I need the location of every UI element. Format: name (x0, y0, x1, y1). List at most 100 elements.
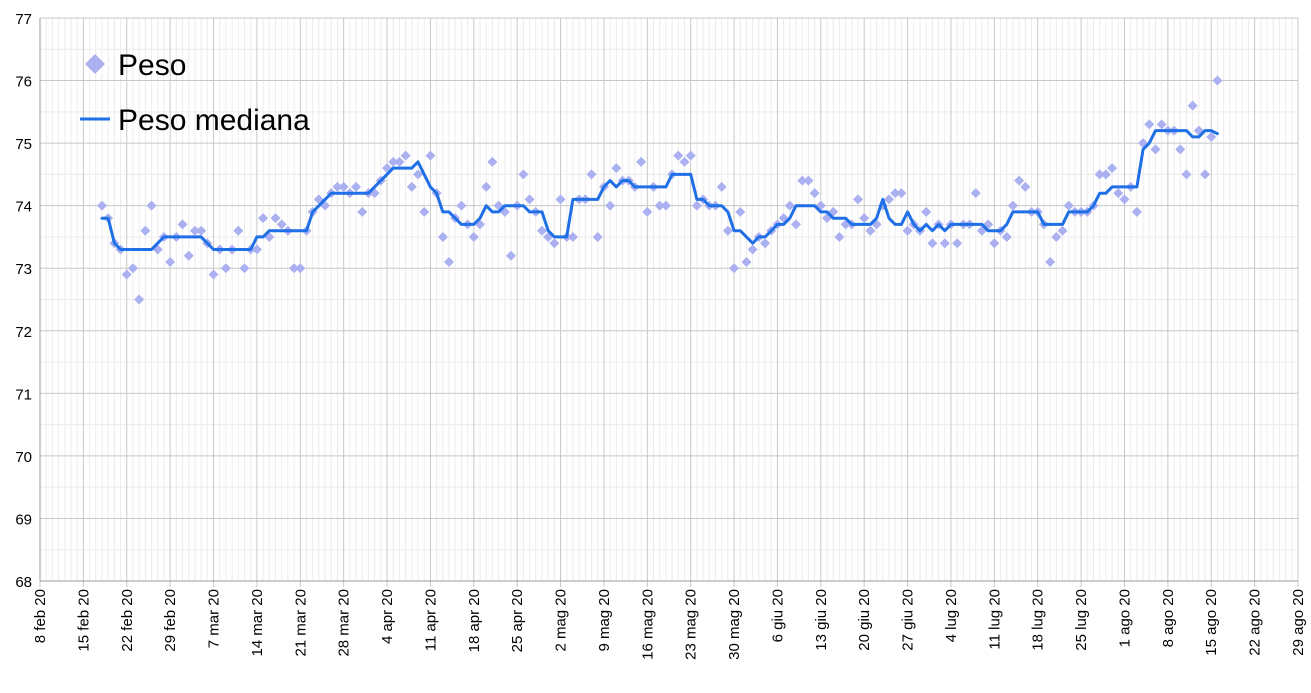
peso-marker (803, 175, 814, 186)
x-tick-label: 22 feb 20 (119, 589, 136, 652)
x-tick-label: 13 giu 20 (813, 589, 830, 651)
peso-marker (716, 181, 727, 192)
peso-marker (233, 225, 244, 236)
x-tick-label: 25 apr 20 (509, 589, 526, 652)
peso-marker (1156, 119, 1167, 130)
peso-marker (1131, 206, 1142, 217)
legend-peso-mediana-label: Peso mediana (118, 104, 310, 137)
peso-marker (567, 231, 578, 242)
y-tick-labels: 68 69 70 71 72 73 74 75 76 77 (15, 11, 32, 591)
peso-marker (505, 250, 516, 261)
x-tick-label: 22 ago 20 (1247, 589, 1264, 656)
peso-marker (270, 213, 281, 224)
peso-marker (797, 175, 808, 186)
y-tick-label: 74 (15, 199, 32, 216)
peso-marker (276, 219, 287, 230)
peso-marker (853, 194, 864, 205)
peso-marker (518, 169, 529, 180)
peso-marker (896, 188, 907, 199)
peso-marker (865, 225, 876, 236)
y-tick-label: 72 (15, 324, 32, 341)
peso-marker (1200, 169, 1211, 180)
peso-mediana-line-group (100, 129, 1219, 251)
x-tick-label: 18 lug 20 (1030, 589, 1047, 651)
x-tick-label: 30 mag 20 (726, 589, 743, 660)
x-tick-label: 8 ago 20 (1160, 589, 1177, 647)
peso-marker (1051, 231, 1062, 242)
peso-marker (760, 238, 771, 249)
peso-marker (685, 150, 696, 161)
x-tick-label: 14 mar 20 (249, 589, 266, 657)
peso-marker (357, 206, 368, 217)
x-tick-label: 29 ago 20 (1290, 589, 1307, 656)
axes (39, 18, 1298, 582)
peso-marker (1094, 169, 1105, 180)
peso-marker (127, 263, 138, 274)
peso-marker (1014, 175, 1025, 186)
peso-marker (338, 181, 349, 192)
y-tick-label: 75 (15, 136, 32, 153)
peso-marker (1100, 169, 1111, 180)
peso-marker (809, 188, 820, 199)
peso-marker (1181, 169, 1192, 180)
peso-marker (332, 181, 343, 192)
peso-marker (1045, 256, 1056, 267)
peso-marker (1175, 144, 1186, 155)
peso-marker (784, 200, 795, 211)
legend-peso-marker (85, 54, 105, 74)
peso-marker (741, 256, 752, 267)
peso-marker (400, 150, 411, 161)
peso-mediana-line (100, 129, 1219, 251)
peso-marker (927, 238, 938, 249)
y-tick-label: 69 (15, 511, 32, 528)
peso-marker (239, 263, 250, 274)
peso-marker (722, 225, 733, 236)
y-tick-label: 77 (15, 11, 32, 28)
peso-marker (679, 156, 690, 167)
peso-marker (468, 231, 479, 242)
peso-marker (952, 238, 963, 249)
peso-marker (351, 181, 362, 192)
peso-marker (220, 263, 231, 274)
peso-marker (549, 238, 560, 249)
peso-marker (140, 225, 151, 236)
peso-marker (989, 238, 1000, 249)
x-tick-label: 21 mar 20 (292, 589, 309, 657)
peso-marker (444, 256, 455, 267)
x-tick-label: 15 feb 20 (75, 589, 92, 652)
peso-marker (1020, 181, 1031, 192)
y-tick-label: 68 (15, 574, 32, 591)
major-gridlines (39, 17, 1299, 587)
legend: Peso Peso mediana (80, 49, 310, 137)
x-tick-label: 9 mag 20 (596, 589, 613, 652)
peso-marker (165, 256, 176, 267)
peso-marker (586, 169, 597, 180)
peso-marker (183, 250, 194, 261)
x-tick-label: 18 apr 20 (466, 589, 483, 652)
peso-marker (289, 263, 300, 274)
peso-marker (487, 156, 498, 167)
x-tick-label: 29 feb 20 (162, 589, 179, 652)
peso-marker (660, 200, 671, 211)
peso-marker (1113, 188, 1124, 199)
peso-marker (208, 269, 219, 280)
peso-marker (189, 225, 200, 236)
peso-marker (251, 244, 262, 255)
peso-marker (425, 150, 436, 161)
x-tick-label: 16 mag 20 (639, 589, 656, 660)
peso-marker (555, 194, 566, 205)
x-tick-label: 11 lug 20 (986, 589, 1003, 650)
peso-marker (939, 238, 950, 249)
x-tick-label: 4 apr 20 (379, 589, 396, 644)
peso-marker (1150, 144, 1161, 155)
x-tick-label: 7 mar 20 (206, 589, 223, 648)
peso-marker (481, 181, 492, 192)
peso-marker (1144, 119, 1155, 130)
peso-marker (729, 263, 740, 274)
peso-marker (859, 213, 870, 224)
peso-marker (691, 200, 702, 211)
peso-marker (1063, 200, 1074, 211)
peso-marker (1001, 231, 1012, 242)
peso-marker (456, 200, 467, 211)
